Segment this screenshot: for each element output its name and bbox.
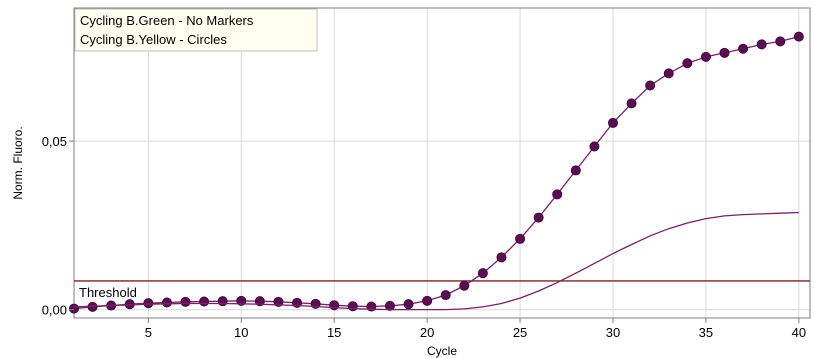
threshold: Threshold — [74, 280, 810, 300]
x-tick-label: 20 — [420, 325, 434, 340]
data-point — [459, 280, 470, 291]
x-tick-label: 35 — [699, 325, 713, 340]
data-point — [69, 303, 80, 314]
data-point — [496, 252, 507, 263]
data-point — [719, 47, 730, 58]
y-tick-label: 0,00 — [42, 303, 67, 318]
series-line-yellow — [73, 35, 799, 310]
y-tick-label: 0,05 — [42, 134, 67, 149]
data-point — [533, 212, 544, 223]
data-point — [217, 296, 228, 307]
data-point — [663, 68, 674, 79]
data-point — [626, 98, 637, 109]
data-point — [422, 295, 433, 306]
x-tick-label: 15 — [327, 325, 341, 340]
data-point — [738, 43, 749, 54]
data-point — [700, 51, 711, 62]
y-axis-ticks: 0,00 0,05 — [42, 134, 74, 318]
legend: Cycling B.Green - No Markers Cycling B.Y… — [74, 8, 318, 52]
data-point — [589, 141, 600, 152]
x-tick-label: 30 — [606, 325, 620, 340]
data-point — [607, 117, 618, 128]
data-point — [403, 299, 414, 310]
data-point — [793, 31, 804, 42]
x-tick-label: 10 — [234, 325, 248, 340]
data-point — [347, 301, 358, 312]
legend-entry-yellow: Cycling B.Yellow - Circles — [80, 32, 227, 47]
data-point — [273, 296, 284, 307]
x-axis-ticks: 5 10 15 20 25 30 35 40 — [145, 318, 806, 340]
data-point — [384, 300, 395, 311]
grid-lines — [74, 8, 810, 318]
data-point — [199, 296, 210, 307]
data-point — [440, 290, 451, 301]
plot-area — [73, 7, 811, 319]
legend-entry-green: Cycling B.Green - No Markers — [80, 13, 254, 28]
data-point — [515, 233, 526, 244]
x-tick-label: 5 — [145, 325, 152, 340]
x-tick-label: 40 — [792, 325, 806, 340]
data-point — [682, 58, 693, 69]
data-point — [143, 298, 154, 309]
data-point — [552, 189, 563, 200]
data-point — [756, 39, 767, 50]
y-axis-title: Norm. Fluoro. — [11, 126, 25, 199]
data-point — [180, 296, 191, 307]
data-point — [645, 80, 656, 91]
data-point — [775, 36, 786, 47]
x-tick-label: 25 — [513, 325, 527, 340]
threshold-label: Threshold — [79, 285, 137, 300]
data-point — [570, 165, 581, 176]
data-point — [477, 268, 488, 279]
series-layer — [69, 31, 804, 314]
legend-box — [74, 8, 318, 52]
data-point — [254, 296, 265, 307]
data-point — [161, 297, 172, 308]
x-axis-title: Cycle — [427, 344, 457, 358]
series-line-green — [73, 211, 799, 311]
